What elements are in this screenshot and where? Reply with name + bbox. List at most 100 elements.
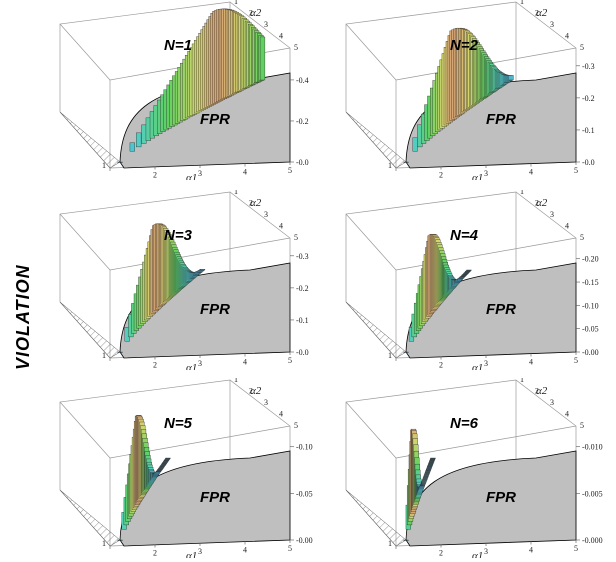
x-tick-label: 4 [243, 168, 247, 177]
surface-strip [460, 277, 465, 278]
z-tick-label: -0.3 [582, 62, 595, 71]
x-axis-label: α1 [472, 362, 483, 370]
violation-label: VIOLATION [13, 264, 33, 370]
surface-strip [429, 462, 434, 463]
surface-strip [200, 269, 205, 270]
surface-strip [158, 469, 163, 470]
x-tick-label: 2 [153, 361, 157, 370]
panel-title: N=6 [450, 415, 479, 432]
surface-strip [426, 470, 431, 471]
x-tick-label: 3 [198, 547, 202, 556]
z-tick-label: -0.1 [582, 126, 595, 135]
z-tick-label: -0.05 [296, 489, 313, 498]
surface-strip [463, 273, 468, 274]
z-tick-label: -0.20 [582, 255, 599, 264]
panel-title: N=3 [164, 227, 193, 244]
surface-strip [425, 472, 430, 473]
y-tick-label: 4 [565, 32, 569, 41]
x-tick-label: 2 [439, 171, 443, 180]
y-tick-label: 3 [264, 398, 268, 407]
surface-strip [427, 468, 432, 469]
z-tick-label: -0.000 [582, 536, 603, 545]
hatched-region [346, 490, 406, 546]
surface-strip [459, 277, 464, 278]
surface-strip [423, 477, 428, 478]
surface-strip [404, 540, 409, 541]
panel-n6: -0.000 -0.005 -0.010 1 2 3 4 5 α1 1 2 3 4 5 α2 N=6 FPR [338, 378, 608, 558]
x-tick-label: 2 [439, 361, 443, 370]
surface-strip [158, 468, 163, 469]
x-tick-label: 5 [288, 166, 292, 175]
z-tick-label: -0.4 [296, 76, 309, 85]
x-tick-label: 3 [484, 359, 488, 368]
y-axis-label: α2 [250, 197, 262, 209]
surface-strip [420, 484, 425, 485]
panel-n4: -0.00-0.05-0.10-0.15-0.2012 3 4 5α112345α2N… [338, 190, 608, 370]
surface-strip [156, 472, 161, 473]
y-axis-label: α2 [250, 385, 262, 397]
x-axis-label: α1 [472, 550, 483, 558]
box-top-edge [110, 238, 290, 270]
y-tick-label: 5 [294, 43, 298, 52]
z-tick-label: -0.05 [582, 325, 599, 334]
x-axis-label: α1 [186, 362, 197, 370]
y-tick-label: 4 [279, 410, 283, 419]
z-tick-label: -0.10 [582, 301, 599, 310]
fpr-label: FPR [486, 111, 516, 128]
x-axis-label: α1 [186, 550, 197, 558]
y-axis-label: α2 [536, 385, 548, 397]
panel-title: N=4 [450, 227, 479, 244]
surface-strip [421, 482, 426, 483]
x-tick-label: 4 [243, 358, 247, 367]
y-tick-label: 3 [550, 20, 554, 29]
z-tick-label: -0.1 [296, 316, 309, 325]
surface-strip [421, 483, 426, 484]
x-tick-label: 5 [574, 166, 578, 175]
surface-strip [422, 481, 427, 482]
y-axis-label: α2 [536, 197, 548, 209]
surface-strip [429, 462, 434, 463]
x-tick-label: 5 [574, 356, 578, 365]
panel-title: N=1 [164, 37, 192, 54]
surface-strip [464, 273, 469, 274]
x-tick-label: 4 [529, 358, 533, 367]
fpr-label: FPR [200, 111, 230, 128]
surface-strip [130, 143, 135, 152]
x-axis-label: α1 [186, 172, 197, 180]
surface-strip [466, 271, 471, 272]
x-tick-label: 3 [198, 169, 202, 178]
z-tick-label: -0.2 [582, 94, 595, 103]
surface-strip [165, 459, 170, 460]
z-tick-label: -0.2 [296, 284, 309, 293]
x-tick-label: 4 [529, 546, 533, 555]
x-tick-label: 4 [529, 168, 533, 177]
surface-strip [159, 468, 164, 469]
surface-strip [164, 461, 169, 462]
box-top-left-edge [60, 214, 110, 270]
surface-strip [260, 37, 265, 80]
y-tick-label: 4 [565, 410, 569, 419]
hatched-region [60, 302, 120, 358]
y-axis-label: α2 [250, 7, 262, 19]
panel-n2: -0.0-0.1-0.2-0.312 3 4 5α112345α2N=2FPR [338, 0, 608, 180]
x-tick-label: 2 [439, 549, 443, 558]
box-top-left-edge [346, 24, 396, 80]
surface-strip [428, 465, 433, 466]
box-top-edge [396, 426, 576, 458]
panel-title: N=5 [164, 415, 193, 432]
surface-strip [118, 162, 123, 163]
surface-strip [420, 486, 425, 487]
hatched-region [60, 112, 120, 168]
y-axis-label: VIOLATION [2, 190, 42, 380]
fpr-label: FPR [486, 301, 516, 318]
surface-strip [423, 478, 428, 479]
surface-strip [141, 125, 146, 144]
surface-strip [161, 464, 166, 465]
y-tick-label: 1 [520, 190, 524, 196]
x-tick-label: 3 [198, 359, 202, 368]
x-tick-label: 3 [484, 169, 488, 178]
surface-strip [424, 474, 429, 475]
x-tick-label: 5 [574, 544, 578, 553]
surface-strip [165, 459, 170, 460]
